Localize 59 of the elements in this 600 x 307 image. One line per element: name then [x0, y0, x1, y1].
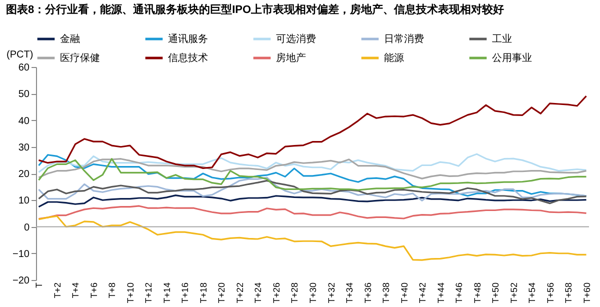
- x-tick-label: T+4: [70, 282, 81, 298]
- x-tick-label: T: [34, 282, 44, 288]
- x-tick-label: T+60: [582, 282, 592, 304]
- line-series: [38, 158, 588, 180]
- x-tick-label: T+58: [564, 282, 574, 304]
- legend-label: 可选消费: [276, 33, 316, 45]
- x-tick-label: T+50: [490, 282, 501, 304]
- x-tick-label: T+54: [527, 282, 538, 304]
- x-tick-label: T+40: [399, 282, 410, 304]
- chart-title: 图表8：分行业看，能源、通讯服务板块的巨型IPO上市表现相对偏差，房地产、信息技术表现相对较好: [6, 3, 504, 16]
- x-tick-label: T+42: [418, 282, 428, 304]
- line-series: [38, 153, 588, 173]
- legend-label: 能源: [384, 52, 404, 64]
- y-tick-label: 10: [18, 196, 30, 207]
- line-series: [38, 205, 588, 220]
- legend-label: 公用事业: [492, 52, 532, 64]
- x-tick-label: T+26: [272, 282, 282, 304]
- x-tick-label: T+38: [381, 282, 392, 304]
- y-tick-label: 50: [18, 89, 30, 100]
- x-tick-label: T+10: [125, 282, 136, 304]
- x-tick-label: T+2: [52, 282, 62, 298]
- x-tick-label: T+36: [362, 282, 373, 304]
- legend-label: 医疗保健: [60, 52, 100, 64]
- x-tick-label: T+6: [88, 282, 99, 298]
- legend-label: 信息技术: [168, 52, 208, 64]
- x-tick-label: T+46: [454, 282, 464, 304]
- y-axis-title: (PCT): [6, 50, 34, 60]
- y-tick-label: 40: [18, 116, 30, 127]
- x-tick-label: T+16: [180, 282, 190, 304]
- line-series: [38, 95, 588, 169]
- y-tick-label: 20: [18, 169, 30, 180]
- x-tick-label: T+56: [545, 282, 556, 304]
- x-tick-label: T+12: [144, 282, 154, 304]
- y-tick-label: 60: [18, 62, 30, 74]
- x-tick-label: T+8: [107, 282, 118, 298]
- legend-label: 金融: [60, 33, 80, 45]
- legend-label: 通讯服务: [168, 33, 208, 45]
- y-tick-label: −20: [12, 276, 30, 286]
- x-tick-label: T+52: [508, 282, 519, 304]
- legend-label: 工业: [492, 33, 512, 45]
- x-tick-label: T+34: [344, 282, 354, 304]
- x-tick-label: T+22: [234, 282, 245, 304]
- y-tick-label: 0: [24, 222, 30, 234]
- x-tick-label: T+30: [308, 282, 318, 304]
- x-tick-label: T+20: [216, 282, 227, 304]
- y-tick-label: −10: [12, 248, 30, 260]
- x-tick-label: T+14: [162, 282, 172, 304]
- x-tick-label: T+44: [436, 282, 446, 304]
- y-tick-label: 30: [18, 142, 30, 154]
- line-series: [38, 215, 588, 261]
- x-tick-label: T+28: [290, 282, 300, 304]
- legend-label: 房地产: [276, 52, 306, 64]
- line-series: [38, 158, 588, 191]
- line-series: [38, 194, 588, 208]
- x-tick-label: T+18: [198, 282, 208, 304]
- x-tick-label: T+48: [472, 282, 482, 304]
- legend-label: 日常消费: [384, 33, 424, 45]
- x-tick-label: T+24: [253, 282, 264, 304]
- x-tick-label: T+32: [326, 282, 336, 304]
